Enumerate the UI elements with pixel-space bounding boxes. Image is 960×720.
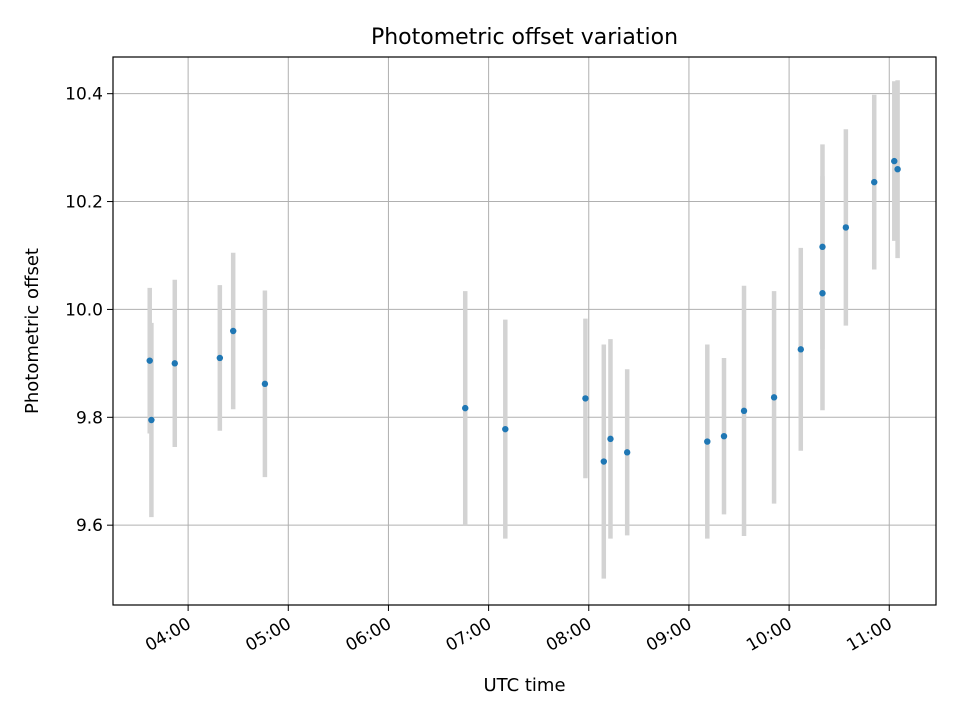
data-point xyxy=(842,224,850,231)
data-point xyxy=(871,178,878,186)
data-point xyxy=(607,435,614,443)
plot-background xyxy=(113,57,936,605)
data-point xyxy=(819,243,826,251)
data-point xyxy=(740,407,748,415)
data-point xyxy=(797,346,804,353)
y-tick-label: 10.2 xyxy=(65,193,103,213)
data-point xyxy=(146,357,153,364)
y-axis-label: Photometric offset xyxy=(22,248,43,414)
data-point xyxy=(894,165,901,173)
data-point xyxy=(462,404,469,412)
plot-frame xyxy=(112,56,937,606)
data-point xyxy=(216,354,224,362)
data-point xyxy=(229,327,237,335)
data-point xyxy=(891,157,898,165)
x-axis-label: UTC time xyxy=(483,675,565,696)
data-point xyxy=(148,416,155,424)
y-tick-label: 9.8 xyxy=(76,408,103,428)
y-tick-label: 9.6 xyxy=(76,516,103,536)
data-point xyxy=(600,458,607,465)
data-point xyxy=(502,425,509,433)
data-point xyxy=(819,290,826,297)
data-point xyxy=(720,432,728,440)
chart-title: Photometric offset variation xyxy=(371,25,678,50)
y-axis: 9.6 9.8 10.0 10.2 10.4 xyxy=(65,85,113,536)
data-point xyxy=(171,360,178,367)
y-tick-label: 10.0 xyxy=(65,300,103,320)
data-point xyxy=(704,438,711,445)
data-point xyxy=(582,395,589,402)
data-points xyxy=(146,157,901,465)
data-point xyxy=(770,394,778,401)
data-point xyxy=(261,380,269,388)
y-tick-label: 10.4 xyxy=(65,85,103,105)
data-point xyxy=(623,449,631,456)
